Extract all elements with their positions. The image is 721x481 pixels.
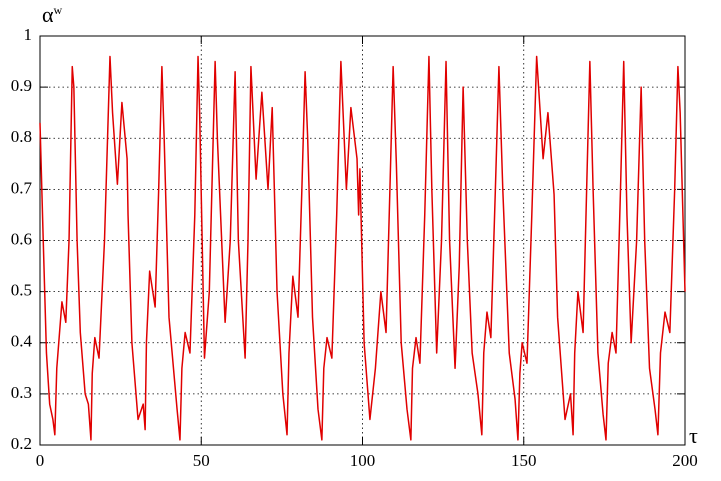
y-tick-label: 1 [24, 25, 33, 44]
y-tick-label: 0.9 [11, 76, 32, 95]
y-tick-label: 0.4 [11, 332, 33, 351]
x-tick-label: 0 [36, 451, 45, 470]
data-line [39, 55, 686, 441]
x-tick-label: 100 [350, 451, 376, 470]
x-tick-label: 150 [511, 451, 537, 470]
x-axis-label: τ [689, 423, 698, 448]
y-tick-label: 0.2 [11, 434, 32, 453]
y-tick-label: 0.3 [11, 383, 32, 402]
y-tick-label: 0.6 [11, 229, 32, 248]
y-axis-label-sup: w [54, 3, 63, 17]
y-axis-label-main: α [42, 2, 54, 27]
y-tick-label: 0.8 [11, 127, 32, 146]
x-tick-label: 50 [193, 451, 210, 470]
plot-frame [39, 35, 686, 446]
y-tick-label: 0.5 [11, 281, 32, 300]
y-axis-label: αw [42, 2, 63, 27]
x-tick-label: 200 [672, 451, 698, 470]
y-tick-label: 0.7 [11, 178, 33, 197]
